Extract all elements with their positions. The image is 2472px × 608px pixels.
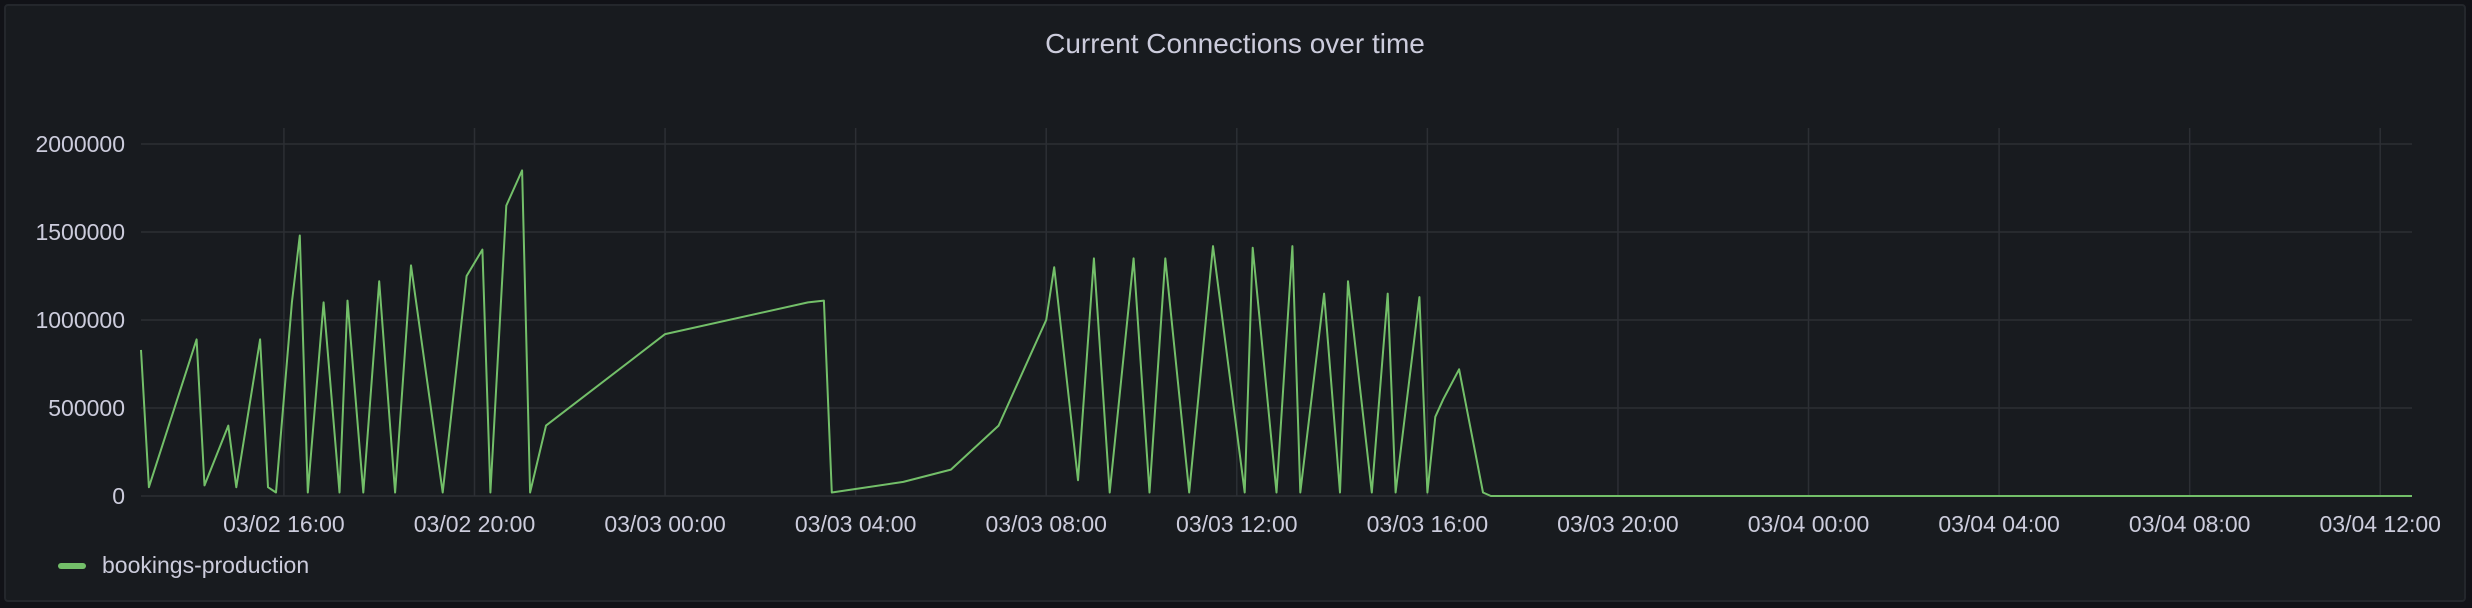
x-tick-label: 03/03 08:00: [985, 511, 1107, 537]
y-tick-label: 1000000: [35, 307, 125, 333]
grid-lines: [141, 128, 2412, 497]
x-tick-label: 03/03 12:00: [1176, 511, 1298, 537]
series-lines: [140, 169, 2412, 497]
x-tick-labels: 03/02 16:00 03/02 20:00 03/03 00:00 03/03 0…: [223, 511, 2441, 537]
y-tick-label: 500000: [48, 395, 125, 421]
x-tick-label: 03/03 20:00: [1557, 511, 1679, 537]
y-tick-labels: 0 500000 1000000 1500000 2000000: [35, 131, 125, 509]
x-tick-label: 03/04 00:00: [1748, 511, 1870, 537]
y-tick-label: 1500000: [35, 219, 125, 245]
legend-swatch: [58, 562, 86, 569]
chart-title: Current Connections over time: [1045, 28, 1425, 59]
legend-label: bookings-production: [102, 552, 310, 578]
chart-panel: Current Connections over time 0 500000 100…: [4, 4, 2466, 602]
series-line[interactable]: [140, 169, 2412, 497]
x-tick-label: 03/03 00:00: [604, 511, 726, 537]
x-tick-label: 03/04 04:00: [1938, 511, 2060, 537]
x-tick-label: 03/04 08:00: [2129, 511, 2251, 537]
y-tick-label: 0: [112, 483, 125, 509]
x-tick-label: 03/03 04:00: [795, 511, 917, 537]
x-tick-label: 03/02 16:00: [223, 511, 345, 537]
x-tick-label: 03/02 20:00: [414, 511, 536, 537]
chart-svg: 0 500000 1000000 1500000 2000000 03/02 16:00…: [35, 128, 2441, 537]
x-tick-label: 03/03 16:00: [1367, 511, 1489, 537]
legend[interactable]: bookings-production: [58, 552, 309, 579]
x-tick-label: 03/04 12:00: [2319, 511, 2441, 537]
y-tick-label: 2000000: [35, 131, 125, 157]
